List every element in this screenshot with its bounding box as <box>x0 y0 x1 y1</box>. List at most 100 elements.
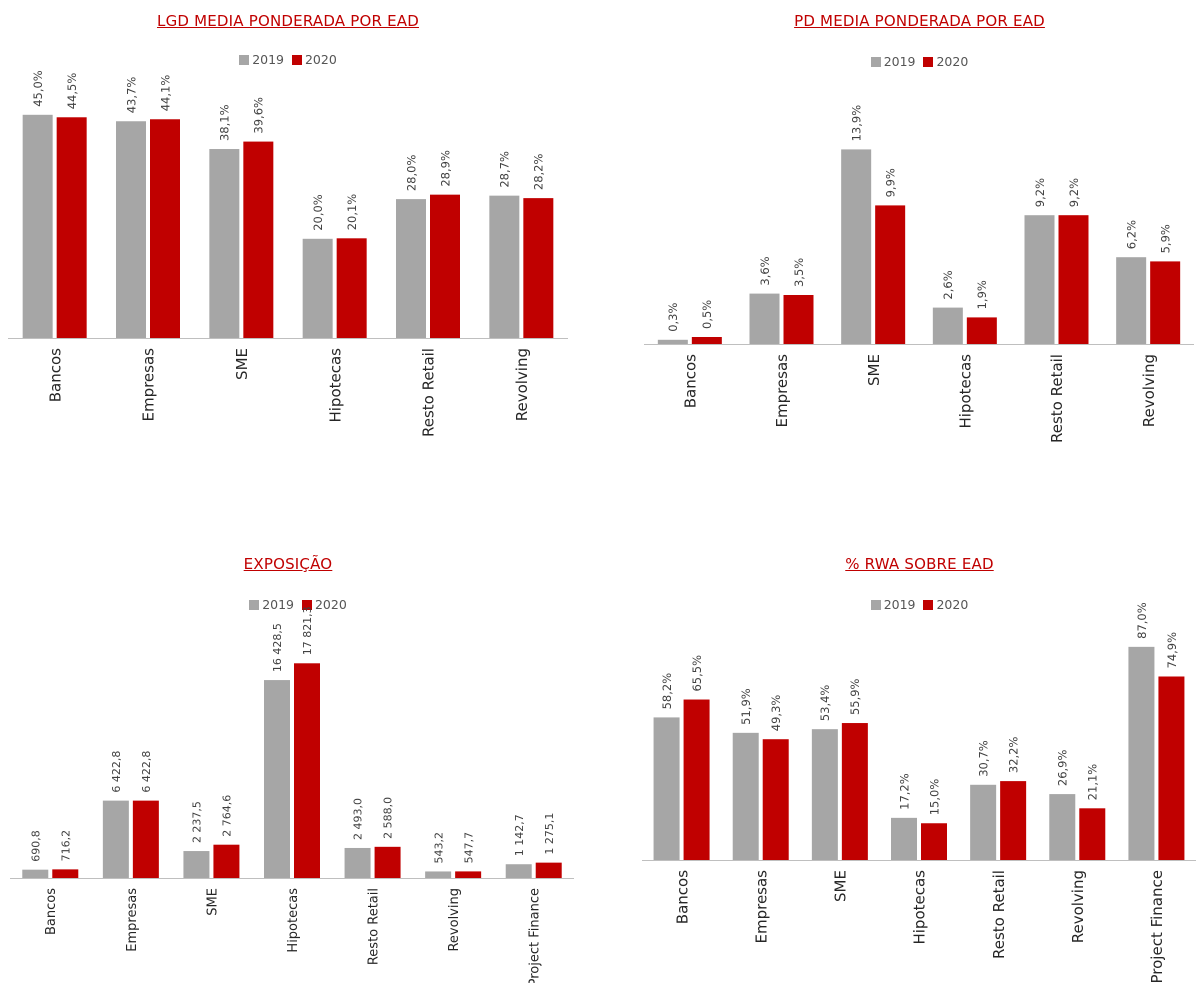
category-label: Empresas <box>140 348 158 422</box>
legend-label: 2019 <box>883 597 916 612</box>
legend-swatch-2020 <box>923 600 934 610</box>
chart-exposicao-plot: 690,8 716,2 Bancos 6 422,8 6 422,8 Empresas 2 … <box>10 606 574 983</box>
chart-title: LGD MEDIA PONDERADA POR EAD <box>157 12 419 30</box>
legend-swatch-2019 <box>870 600 881 610</box>
data-label: 20,1% <box>345 194 359 231</box>
data-label: 28,0% <box>404 155 418 192</box>
bar-2020-6 <box>535 862 562 878</box>
data-label: 30,7% <box>977 740 991 777</box>
category-label: Bancos <box>673 870 691 924</box>
bar-2020-2 <box>213 844 240 878</box>
bar-2020-1 <box>762 739 789 860</box>
category-label: SME <box>233 348 251 380</box>
data-label: 74,9% <box>1165 632 1179 669</box>
data-label: 9,2% <box>1033 178 1047 207</box>
category-label: SME <box>832 870 850 902</box>
legend-label: 2020 <box>936 597 969 612</box>
data-label: 6 422,8 <box>110 751 123 793</box>
data-label: 26,9% <box>1056 749 1070 786</box>
data-label: 2 493,0 <box>352 798 365 840</box>
chart-title: % RWA SOBRE EAD <box>845 555 994 573</box>
data-label: 1,9% <box>975 280 989 309</box>
bar-2020-1 <box>150 119 180 338</box>
category-label: Bancos <box>46 348 64 402</box>
data-label: 53,4% <box>818 685 832 722</box>
bar-2019-4 <box>344 847 371 878</box>
category-label: Resto Retail <box>1048 354 1066 443</box>
bar-2019-4 <box>1024 215 1055 344</box>
legend-label: 2019 <box>252 52 284 67</box>
category-label: Hipotecas <box>326 348 344 423</box>
data-label: 2,6% <box>941 270 955 299</box>
bar-2020-2 <box>841 723 868 860</box>
category-label: Hipotecas <box>286 888 301 953</box>
bar-2019-0 <box>22 869 49 878</box>
legend-item-2019: 2019 <box>870 54 916 69</box>
bar-2019-4 <box>396 199 426 338</box>
legend-item-2020: 2020 <box>301 597 347 612</box>
data-label: 1 275,1 <box>543 813 556 855</box>
category-label: Project Finance <box>1148 870 1166 983</box>
bar-2019-1 <box>732 732 759 860</box>
chart-exposicao-panel: EXPOSIÇÃO 2019 2020 690,8 716,2 Bancos 6 42… <box>0 545 576 983</box>
category-label: SME <box>865 354 883 386</box>
legend-item-2019: 2019 <box>249 597 294 612</box>
category-label: Revolving <box>1140 354 1158 427</box>
bar-2019-3 <box>264 680 290 878</box>
bar-2020-0 <box>683 699 710 860</box>
data-label: 547,7 <box>462 832 475 864</box>
data-label: 65,5% <box>690 655 704 692</box>
data-label: 51,9% <box>739 688 753 725</box>
legend-swatch-2019 <box>239 55 250 65</box>
category-label: Empresas <box>752 870 770 944</box>
category-label: Hipotecas <box>957 354 975 429</box>
data-label: 32,2% <box>1007 737 1021 774</box>
bar-2020-5 <box>523 198 554 338</box>
legend-label: 2019 <box>883 54 916 69</box>
bar-2019-3 <box>302 238 333 338</box>
chart-lgd-panel: LGD MEDIA PONDERADA POR EAD 2019 2020 45… <box>0 0 576 470</box>
category-label: Revolving <box>447 888 462 952</box>
bar-2020-4 <box>430 194 460 338</box>
bar-2020-2 <box>875 205 906 344</box>
chart-legend: 2019 2020 <box>0 597 576 612</box>
data-label: 6,2% <box>1125 220 1139 249</box>
bar-2019-5 <box>1116 257 1147 344</box>
bar-2019-2 <box>841 149 872 344</box>
data-label: 55,9% <box>848 678 862 715</box>
bar-2020-5 <box>455 871 482 878</box>
legend-item-2020: 2020 <box>291 52 337 67</box>
legend-item-2020: 2020 <box>923 54 968 69</box>
bar-2019-5 <box>425 871 452 878</box>
category-label: Revolving <box>513 348 531 421</box>
bar-2019-1 <box>749 293 780 344</box>
legend-swatch-2020 <box>301 600 312 610</box>
data-label: 2 588,0 <box>382 797 395 839</box>
category-label: Hipotecas <box>911 870 929 945</box>
chart-rwa-plot: 58,2% 65,5% Bancos 51,9% 49,3% Empresas 53,4% 5… <box>642 602 1196 983</box>
data-label: 2 237,5 <box>191 801 204 843</box>
bar-2019-4 <box>970 784 997 860</box>
category-label: Resto Retail <box>367 888 382 965</box>
data-label: 9,2% <box>1067 178 1081 207</box>
bar-2020-3 <box>294 663 320 878</box>
data-label: 0,5% <box>700 300 714 329</box>
bar-2019-1 <box>102 800 129 878</box>
data-label: 38,1% <box>218 104 232 141</box>
bar-2019-1 <box>116 121 146 338</box>
chart-rwa-panel: % RWA SOBRE EAD 2019 2020 58,2% 65,5% Banc… <box>640 545 1199 983</box>
chart-pd-panel: PD MEDIA PONDERADA POR EAD 2019 2020 0,3… <box>640 0 1199 470</box>
data-label: 39,6% <box>252 97 266 134</box>
legend-item-2019: 2019 <box>870 597 916 612</box>
legend-item-2019: 2019 <box>239 52 284 67</box>
category-label: Resto Retail <box>420 348 438 437</box>
legend-label: 2020 <box>936 54 969 69</box>
bar-2020-1 <box>132 800 159 878</box>
bar-2020-5 <box>1079 808 1106 860</box>
bar-2019-2 <box>183 851 210 878</box>
data-label: 5,9% <box>1159 224 1173 253</box>
bar-2020-0 <box>691 337 722 344</box>
bar-2020-2 <box>243 141 274 338</box>
data-label: 45,0% <box>31 70 45 107</box>
data-label: 28,2% <box>532 154 546 191</box>
